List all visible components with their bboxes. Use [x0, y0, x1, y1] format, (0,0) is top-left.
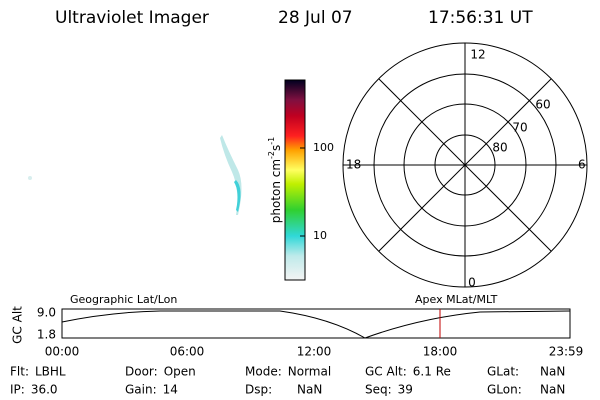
orbit-y-label: 1.8 — [37, 328, 56, 342]
time-label: 23:59 — [549, 345, 584, 359]
instrument: Ultraviolet Imager — [55, 8, 209, 28]
info-value: LBHL — [35, 365, 66, 379]
info-label: Mode: — [245, 365, 282, 379]
time: 17:56:31 UT — [428, 8, 533, 28]
info-value: 6.1 Re — [413, 365, 451, 379]
info-label: GLat: — [487, 365, 519, 379]
orbit-y-label: 9.0 — [37, 306, 56, 320]
info-label: Seq: — [365, 383, 392, 397]
orbit-axis-label: GC Alt — [11, 306, 25, 344]
time-label: 12:00 — [297, 345, 332, 359]
date: 28 Jul 07 — [278, 8, 353, 28]
info-value: NaN — [540, 365, 565, 379]
orbit-right-title: Apex MLat/MLT — [415, 293, 498, 306]
info-label: Dsp: — [245, 383, 272, 397]
info-value: 39 — [398, 383, 413, 397]
colorbar-unit: photon cm-2s-1 — [267, 137, 283, 224]
polar-grid — [342, 42, 588, 288]
mlt-label: 0 — [468, 276, 476, 290]
info-label: Flt: — [10, 365, 29, 379]
info-value: Normal — [288, 365, 331, 379]
colorbar-tick: 100 — [313, 141, 334, 154]
info-value: 36.0 — [31, 383, 58, 397]
info-label: GLon: — [487, 383, 522, 397]
time-label: 06:00 — [170, 345, 205, 359]
info-label: Gain: — [125, 383, 157, 397]
mlt-label: 6 — [578, 158, 586, 172]
info-label: IP: — [10, 383, 25, 397]
lat-label: 80 — [492, 141, 507, 155]
info-label: GC Alt: — [365, 365, 407, 379]
mlt-label: 18 — [346, 158, 361, 172]
colorbar — [284, 79, 306, 281]
mlt-label: 12 — [470, 48, 485, 62]
info-value: NaN — [540, 383, 565, 397]
orbit-panel — [61, 308, 571, 339]
colorbar-tick: 10 — [313, 229, 327, 242]
info-value: Open — [164, 365, 196, 379]
info-value: NaN — [297, 383, 322, 397]
lat-label: 60 — [535, 98, 550, 112]
orbit-curve — [61, 310, 571, 339]
time-label: 18:00 — [423, 345, 458, 359]
orbit-left-title: Geographic Lat/Lon — [70, 293, 177, 306]
time-label: 00:00 — [45, 345, 80, 359]
info-label: Door: — [125, 365, 158, 379]
info-value: 14 — [163, 383, 178, 397]
lat-label: 70 — [512, 121, 527, 135]
uv-image — [28, 135, 242, 215]
